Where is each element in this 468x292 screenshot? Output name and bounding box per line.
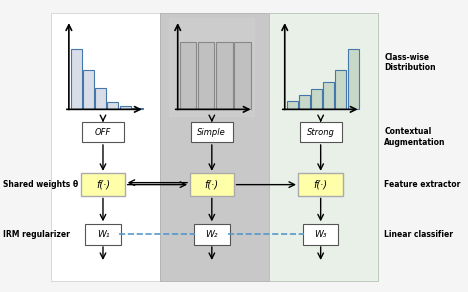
Text: OFF: OFF <box>95 128 111 137</box>
Text: Strong: Strong <box>307 128 335 137</box>
Text: W₁: W₁ <box>97 230 109 239</box>
Bar <box>311 89 322 109</box>
Text: Feature extractor: Feature extractor <box>384 180 461 189</box>
Bar <box>119 107 131 109</box>
FancyBboxPatch shape <box>85 224 121 245</box>
FancyBboxPatch shape <box>81 173 125 196</box>
FancyBboxPatch shape <box>190 173 234 196</box>
Text: Linear classifier: Linear classifier <box>384 230 453 239</box>
Bar <box>83 70 94 109</box>
Text: Class-wise
Distribution: Class-wise Distribution <box>384 53 436 72</box>
Text: f(·): f(·) <box>205 180 219 190</box>
FancyBboxPatch shape <box>191 122 233 142</box>
Bar <box>348 49 358 109</box>
Text: Simple: Simple <box>197 128 226 137</box>
FancyBboxPatch shape <box>303 224 338 245</box>
Bar <box>286 101 298 109</box>
Bar <box>234 41 251 109</box>
FancyBboxPatch shape <box>169 18 256 117</box>
Text: f(·): f(·) <box>314 180 328 190</box>
FancyBboxPatch shape <box>194 224 229 245</box>
FancyBboxPatch shape <box>276 18 362 117</box>
Bar <box>180 41 196 109</box>
Text: W₂: W₂ <box>205 230 218 239</box>
FancyBboxPatch shape <box>60 18 146 117</box>
Bar <box>107 102 118 109</box>
Bar <box>299 95 310 109</box>
Text: IRM regularizer: IRM regularizer <box>3 230 70 239</box>
FancyBboxPatch shape <box>269 13 378 281</box>
Bar <box>71 49 82 109</box>
FancyBboxPatch shape <box>300 122 342 142</box>
Text: W₃: W₃ <box>314 230 327 239</box>
Bar <box>198 41 214 109</box>
FancyBboxPatch shape <box>51 13 160 281</box>
Text: Shared weights θ: Shared weights θ <box>3 180 79 189</box>
Bar <box>336 70 346 109</box>
FancyBboxPatch shape <box>160 13 269 281</box>
FancyBboxPatch shape <box>82 122 124 142</box>
Bar <box>323 82 334 109</box>
Text: f(·): f(·) <box>96 180 110 190</box>
Bar <box>132 108 143 109</box>
Bar <box>95 88 106 109</box>
FancyBboxPatch shape <box>299 173 343 196</box>
Bar <box>216 41 233 109</box>
Text: Contextual
Augmentation: Contextual Augmentation <box>384 127 446 147</box>
